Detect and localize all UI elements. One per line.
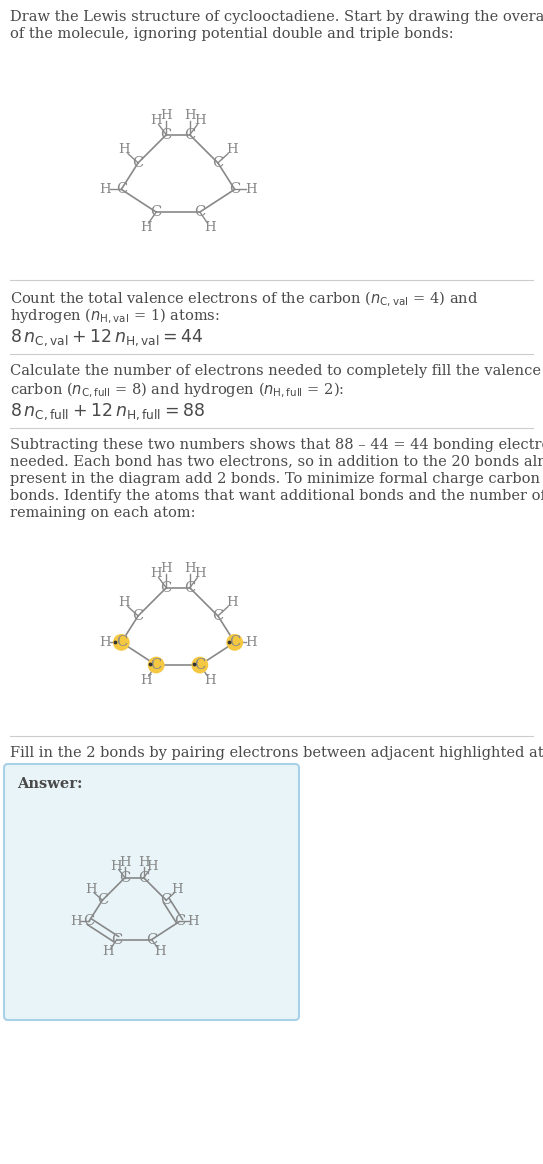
- Text: C: C: [229, 183, 241, 197]
- Text: C: C: [138, 871, 149, 885]
- Text: Calculate the number of electrons needed to completely fill the valence shells f: Calculate the number of electrons needed…: [10, 364, 543, 378]
- Text: C: C: [116, 183, 127, 197]
- Text: Answer:: Answer:: [17, 778, 83, 792]
- Text: present in the diagram add 2 bonds. To minimize formal charge carbon wants 4: present in the diagram add 2 bonds. To m…: [10, 471, 543, 487]
- Text: Subtracting these two numbers shows that 88 – 44 = 44 bonding electrons are: Subtracting these two numbers shows that…: [10, 438, 543, 452]
- Text: C: C: [97, 893, 108, 907]
- Text: C: C: [184, 128, 195, 142]
- Text: H: H: [138, 857, 149, 870]
- Text: H: H: [194, 114, 206, 127]
- Text: H: H: [150, 567, 161, 580]
- Text: C: C: [146, 932, 157, 946]
- Text: C: C: [116, 636, 127, 650]
- Text: C: C: [119, 871, 130, 885]
- Text: H: H: [99, 636, 111, 648]
- Text: Count the total valence electrons of the carbon ($n_\mathrm{C,val}$ = 4) and: Count the total valence electrons of the…: [10, 290, 478, 310]
- Text: H: H: [226, 596, 238, 610]
- Text: C: C: [161, 128, 172, 142]
- Text: H: H: [154, 945, 166, 958]
- Text: H: H: [99, 183, 111, 196]
- Text: H: H: [150, 114, 161, 127]
- Text: C: C: [194, 658, 205, 672]
- Text: H: H: [184, 109, 195, 122]
- Text: H: H: [140, 221, 151, 234]
- Text: H: H: [147, 860, 158, 873]
- Text: Fill in the 2 bonds by pairing electrons between adjacent highlighted atoms:: Fill in the 2 bonds by pairing electrons…: [10, 746, 543, 760]
- Text: H: H: [205, 221, 216, 234]
- Text: hydrogen ($n_\mathrm{H,val}$ = 1) atoms:: hydrogen ($n_\mathrm{H,val}$ = 1) atoms:: [10, 307, 220, 326]
- Text: H: H: [118, 143, 130, 156]
- Text: H: H: [226, 143, 238, 156]
- Text: H: H: [118, 596, 130, 610]
- Text: carbon ($n_\mathrm{C,full}$ = 8) and hydrogen ($n_\mathrm{H,full}$ = 2):: carbon ($n_\mathrm{C,full}$ = 8) and hyd…: [10, 381, 344, 400]
- Text: C: C: [212, 609, 224, 623]
- Text: $8\,n_\mathrm{C,val} + 12\,n_\mathrm{H,val} = 44$: $8\,n_\mathrm{C,val} + 12\,n_\mathrm{H,v…: [10, 327, 204, 348]
- Text: C: C: [161, 893, 172, 907]
- Text: H: H: [172, 883, 184, 896]
- Text: C: C: [150, 205, 162, 219]
- Text: C: C: [83, 915, 94, 929]
- Text: Draw the Lewis structure of cyclooctadiene. Start by drawing the overall structu: Draw the Lewis structure of cyclooctadie…: [10, 10, 543, 24]
- Text: C: C: [150, 658, 162, 672]
- Text: C: C: [194, 205, 205, 219]
- Text: C: C: [132, 609, 144, 623]
- Text: $8\,n_\mathrm{C,full} + 12\,n_\mathrm{H,full} = 88$: $8\,n_\mathrm{C,full} + 12\,n_\mathrm{H,…: [10, 402, 205, 421]
- Text: needed. Each bond has two electrons, so in addition to the 20 bonds already: needed. Each bond has two electrons, so …: [10, 455, 543, 469]
- Text: H: H: [245, 636, 257, 648]
- Text: H: H: [160, 562, 172, 575]
- Text: H: H: [111, 860, 122, 873]
- Text: H: H: [103, 945, 114, 958]
- Text: C: C: [111, 932, 122, 946]
- Text: bonds. Identify the atoms that want additional bonds and the number of electrons: bonds. Identify the atoms that want addi…: [10, 489, 543, 503]
- Text: H: H: [184, 562, 195, 575]
- Text: C: C: [174, 915, 185, 929]
- Text: H: H: [245, 183, 257, 196]
- Text: H: H: [187, 915, 199, 928]
- Text: H: H: [205, 674, 216, 687]
- Circle shape: [226, 634, 243, 651]
- Text: H: H: [160, 109, 172, 122]
- Text: C: C: [161, 581, 172, 595]
- Text: H: H: [140, 674, 151, 687]
- FancyBboxPatch shape: [4, 764, 299, 1020]
- Circle shape: [113, 634, 130, 651]
- Text: C: C: [184, 581, 195, 595]
- Circle shape: [148, 656, 165, 674]
- Text: H: H: [85, 883, 97, 896]
- Text: H: H: [194, 567, 206, 580]
- Text: C: C: [212, 156, 224, 170]
- Text: H: H: [119, 857, 131, 870]
- Text: H: H: [70, 915, 81, 928]
- Circle shape: [192, 656, 208, 674]
- Text: C: C: [132, 156, 144, 170]
- Text: of the molecule, ignoring potential double and triple bonds:: of the molecule, ignoring potential doub…: [10, 27, 453, 41]
- Text: remaining on each atom:: remaining on each atom:: [10, 506, 195, 520]
- Text: C: C: [229, 636, 241, 650]
